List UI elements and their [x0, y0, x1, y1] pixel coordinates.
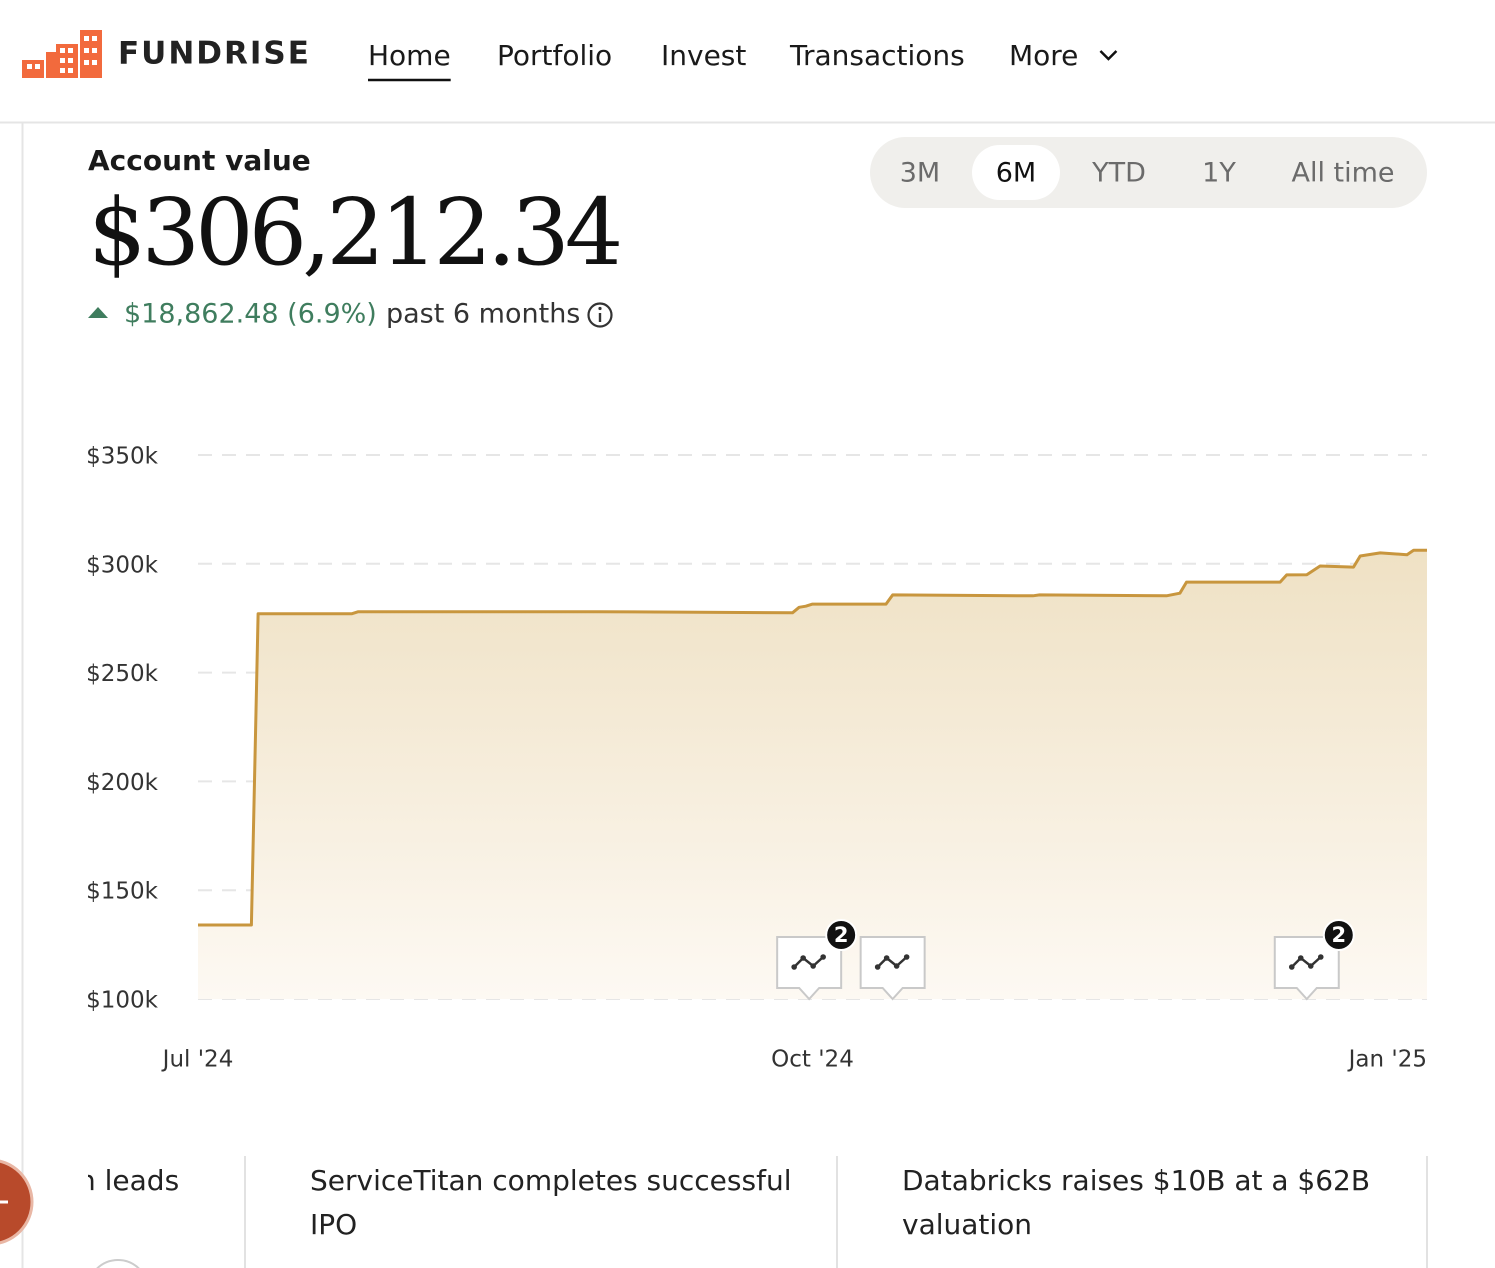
- range-options: 3M 6M YTD 1Y All time: [900, 145, 1395, 200]
- event-icon-dot: [820, 954, 826, 960]
- event-count-badge: [1322, 919, 1355, 951]
- event-icon-dot: [800, 955, 806, 961]
- news-item[interactable]: valuation: [902, 1208, 1032, 1241]
- x-tick-label: Jul '24: [161, 1047, 234, 1073]
- event-icon-dot: [791, 964, 797, 970]
- news-item[interactable]: Databricks raises $10B at a $62B: [902, 1164, 1370, 1197]
- event-icon-dot: [883, 955, 890, 961]
- area-line: [198, 548, 1427, 927]
- event-icon-dot: [903, 954, 910, 960]
- y-tick-label: $200k: [86, 770, 159, 796]
- chat-button[interactable]: [0, 1159, 34, 1245]
- range-selected-bg: [972, 145, 1060, 200]
- chevron: [1099, 50, 1118, 61]
- range-option[interactable]: 6M: [996, 158, 1036, 189]
- event-icon-dot: [874, 964, 881, 970]
- logo-text: FUNDRISE: [118, 36, 311, 72]
- event-icon: [876, 956, 908, 968]
- range-option[interactable]: All time: [1291, 158, 1394, 189]
- nav-item[interactable]: More: [1009, 39, 1078, 72]
- x-tick-label: Jan '25: [1347, 1047, 1427, 1073]
- event-icon-dot: [1288, 964, 1295, 970]
- account-label: Account value: [88, 144, 311, 177]
- nav-item[interactable]: Transactions: [789, 39, 965, 72]
- area-fill: [198, 550, 1427, 999]
- event-marker[interactable]: 2: [776, 919, 858, 1001]
- news-item[interactable]: ServiceTitan completes successful: [310, 1164, 791, 1197]
- event-marker[interactable]: [859, 936, 926, 1001]
- event-count: 2: [1331, 923, 1346, 947]
- news-strip: n leads ServiceTitan completes successfu…: [0, 1156, 1428, 1268]
- y-tick-label: $300k: [86, 552, 159, 578]
- news-item[interactable]: IPO: [310, 1208, 357, 1241]
- event-box: [859, 936, 926, 1001]
- range-option[interactable]: YTD: [1091, 158, 1146, 189]
- event-icon-dot: [1307, 963, 1314, 969]
- y-tick-label: $350k: [86, 444, 159, 470]
- account-value: $306,212.34: [88, 179, 619, 286]
- nav-item[interactable]: Invest: [661, 39, 746, 72]
- y-tick-label: $100k: [86, 988, 159, 1014]
- nav-item[interactable]: Portfolio: [497, 39, 612, 72]
- event-count: 2: [834, 923, 849, 947]
- event-icon: [793, 956, 824, 968]
- nav-item[interactable]: Home: [368, 39, 451, 72]
- event-icon-dot: [1297, 955, 1304, 961]
- event-icon: [1290, 956, 1322, 968]
- nav: Home Portfolio Invest Transactions More: [368, 39, 1118, 82]
- range-option[interactable]: 1Y: [1202, 158, 1236, 189]
- event-marker[interactable]: 2: [1273, 919, 1355, 1001]
- info-icon[interactable]: [587, 302, 613, 328]
- chart: $100k $150k $200k $250k $300k $350k Jul '24 Oct…: [86, 444, 1427, 1073]
- account-change: $18,862.48 (6.9%): [124, 299, 377, 330]
- event-icon-dot: [893, 963, 900, 969]
- logo[interactable]: FUNDRISE: [22, 30, 311, 78]
- event-icon-dot: [1317, 954, 1324, 960]
- account-period: past 6 months: [386, 299, 580, 330]
- range-option[interactable]: 3M: [900, 158, 940, 189]
- y-tick-label: $150k: [86, 879, 159, 905]
- event-count-badge: [825, 919, 858, 951]
- news-item[interactable]: n leads: [78, 1164, 179, 1197]
- event-icon-dot: [810, 963, 816, 969]
- y-tick-label: $250k: [86, 661, 159, 687]
- up-arrow: [88, 307, 108, 318]
- x-tick-label: Oct '24: [771, 1047, 854, 1073]
